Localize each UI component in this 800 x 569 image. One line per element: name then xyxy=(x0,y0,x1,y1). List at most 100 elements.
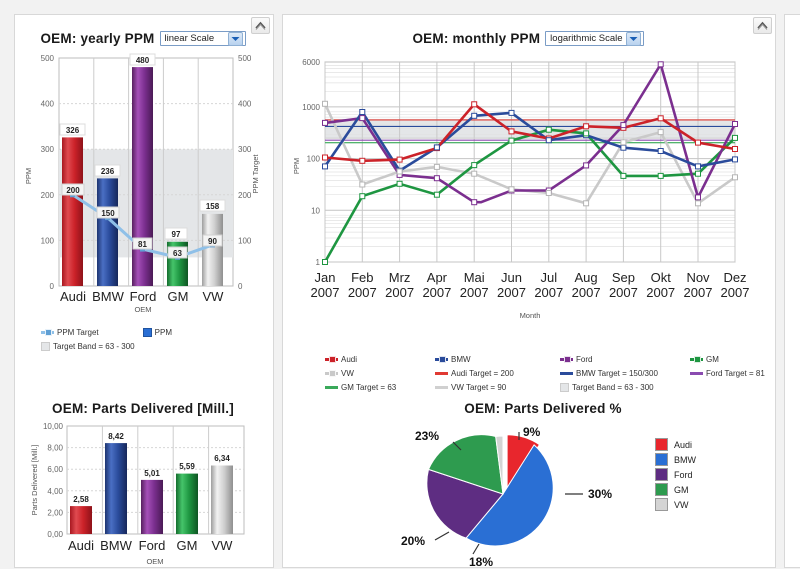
parts-delivered-title: OEM: Parts Delivered [Mill.] xyxy=(52,401,234,416)
yearly-bar-value-bmw: 236 xyxy=(101,167,115,176)
pie-label-gm: 20% xyxy=(401,534,425,548)
pie-chart-title: OEM: Parts Delivered % xyxy=(464,401,622,416)
yearly-target-value-audi: 200 xyxy=(66,186,80,195)
line-marker-icon xyxy=(435,356,448,363)
parts-value-bmw: 8,42 xyxy=(108,432,124,441)
monthly-scale-value: logarithmic Scale xyxy=(550,33,623,44)
square-swatch-icon xyxy=(655,498,668,511)
monthly-ytick-10: 10 xyxy=(311,206,320,215)
monthly-xtick-month-9: Okt xyxy=(651,270,672,285)
chevron-down-icon xyxy=(625,31,641,46)
monthly-x-axis-title: Month xyxy=(520,311,541,320)
monthly-xtick-month-0: Jan xyxy=(315,270,336,285)
yearly-ytick-200: 200 xyxy=(41,191,55,200)
yearly-cat-vw: VW xyxy=(203,289,225,304)
monthly-xtick-month-2: Mrz xyxy=(389,270,411,285)
pie-legend: Audi BMW Ford GM VW xyxy=(655,437,696,512)
parts-cat-vw: VW xyxy=(212,538,234,553)
parts-ytick-10: 10,00 xyxy=(43,422,64,431)
monthly-ppm-header: OEM: monthly PPM logarithmic Scale xyxy=(283,31,773,46)
monthly-legend-item-bmw: BMW xyxy=(435,355,560,364)
yearly-cat-bmw: BMW xyxy=(92,289,125,304)
yearly-y-axis-title: PPM xyxy=(24,168,33,184)
yearly-ytick-0: 0 xyxy=(50,282,55,291)
monthly-legend-label-6: BMW Target = 150/300 xyxy=(576,369,658,378)
monthly-legend-item-gm-target: GM Target = 63 xyxy=(325,383,435,392)
monthly-legend-item-audi-target: Audi Target = 200 xyxy=(435,369,560,378)
right-panel-collapse-button[interactable] xyxy=(753,17,772,34)
parts-cat-gm: GM xyxy=(177,538,198,553)
pie-legend-item-bmw: BMW xyxy=(655,452,696,467)
monthly-xtick-month-5: Jun xyxy=(501,270,522,285)
square-swatch-icon xyxy=(41,342,50,351)
yearly-legend-label-1: PPM xyxy=(154,328,172,337)
monthly-xtick-month-10: Nov xyxy=(686,270,710,285)
yearly-bar-value-audi: 326 xyxy=(66,126,80,135)
monthly-y-axis-title: PPM xyxy=(292,158,301,174)
monthly-legend-item-gm: GM xyxy=(690,355,790,364)
pie-legend-item-gm: GM xyxy=(655,482,696,497)
yearly-x-axis-title: OEM xyxy=(134,305,152,314)
monthly-legend-item-target-band: Target Band = 63 - 300 xyxy=(560,383,690,392)
yearly-y2tick-100: 100 xyxy=(238,236,252,245)
monthly-xtick-year-3: 2007 xyxy=(422,285,451,300)
yearly-cat-audi: Audi xyxy=(60,289,86,304)
left-panel-collapse-button[interactable] xyxy=(251,17,270,34)
yearly-ppm-plot: 326 236 480 97 158 200 150 xyxy=(24,53,260,304)
pie-legend-label-2: Ford xyxy=(674,469,693,480)
line-marker-icon xyxy=(560,356,573,363)
monthly-legend: Audi BMW Ford GM xyxy=(325,355,765,392)
yearly-bar-value-vw: 158 xyxy=(206,202,220,211)
monthly-legend-label-2: Ford xyxy=(576,355,593,364)
monthly-ytick-6000: 6000 xyxy=(302,58,320,67)
parts-value-vw: 6,34 xyxy=(214,454,230,463)
yearly-target-value-ford: 81 xyxy=(138,240,147,249)
line-marker-icon xyxy=(325,356,338,363)
monthly-legend-label-1: BMW xyxy=(451,355,471,364)
monthly-xtick-year-6: 2007 xyxy=(534,285,563,300)
parts-delivered-chart-container: OEM: Parts Delivered [Mill.] xyxy=(15,401,271,569)
pie-legend-label-1: BMW xyxy=(674,454,696,465)
monthly-xtick-month-6: Jul xyxy=(540,270,557,285)
monthly-legend-label-9: VW Target = 90 xyxy=(451,383,507,392)
pie-legend-label-3: GM xyxy=(674,484,689,495)
parts-ytick-8: 8,00 xyxy=(47,444,63,453)
parts-delivered-plot: 2,58 8,42 5,01 5,59 6,34 0,00 2,00 4,00 … xyxy=(30,422,245,566)
monthly-scale-select[interactable]: logarithmic Scale xyxy=(545,31,644,46)
square-swatch-icon xyxy=(560,383,569,392)
yearly-scale-select[interactable]: linear Scale xyxy=(159,31,246,46)
yearly-cat-gm: GM xyxy=(168,289,189,304)
monthly-legend-item-vw-target: VW Target = 90 xyxy=(435,383,560,392)
yearly-y2tick-200: 200 xyxy=(238,191,252,200)
yearly-target-value-bmw: 150 xyxy=(101,209,115,218)
monthly-legend-item-vw: VW xyxy=(325,369,435,378)
pie-label-ford: 18% xyxy=(469,555,493,566)
yearly-bar-value-ford: 480 xyxy=(136,56,150,65)
line-marker-icon xyxy=(41,329,54,336)
yearly-ppm-header: OEM: yearly PPM linear Scale xyxy=(15,31,271,46)
line-swatch-icon xyxy=(325,386,338,389)
monthly-legend-label-8: GM Target = 63 xyxy=(341,383,397,392)
monthly-xtick-year-7: 2007 xyxy=(572,285,601,300)
parts-ytick-2: 2,00 xyxy=(47,508,63,517)
chevron-down-icon xyxy=(227,31,243,46)
yearly-y2-axis-title: PPM Target xyxy=(251,154,260,194)
yearly-legend-label-2: Target Band = 63 - 300 xyxy=(53,342,135,351)
monthly-legend-item-bmw-target: BMW Target = 150/300 xyxy=(560,369,690,378)
pie-legend-item-vw: VW xyxy=(655,497,696,512)
pie-chart-container: OEM: Parts Delivered % xyxy=(283,401,773,569)
monthly-ytick-100: 100 xyxy=(307,155,321,164)
monthly-xtick-year-2: 2007 xyxy=(385,285,414,300)
parts-cat-ford: Ford xyxy=(139,538,166,553)
monthly-legend-label-0: Audi xyxy=(341,355,358,364)
line-marker-icon xyxy=(690,356,703,363)
line-marker-icon xyxy=(325,370,338,377)
yearly-y2tick-300: 300 xyxy=(238,145,252,154)
monthly-xtick-year-9: 2007 xyxy=(646,285,675,300)
monthly-xtick-year-5: 2007 xyxy=(497,285,526,300)
monthly-xtick-month-8: Sep xyxy=(612,270,635,285)
monthly-legend-label-10: Target Band = 63 - 300 xyxy=(572,383,654,392)
yearly-cat-ford: Ford xyxy=(130,289,157,304)
parts-cat-bmw: BMW xyxy=(100,538,133,553)
line-swatch-icon xyxy=(690,372,703,375)
